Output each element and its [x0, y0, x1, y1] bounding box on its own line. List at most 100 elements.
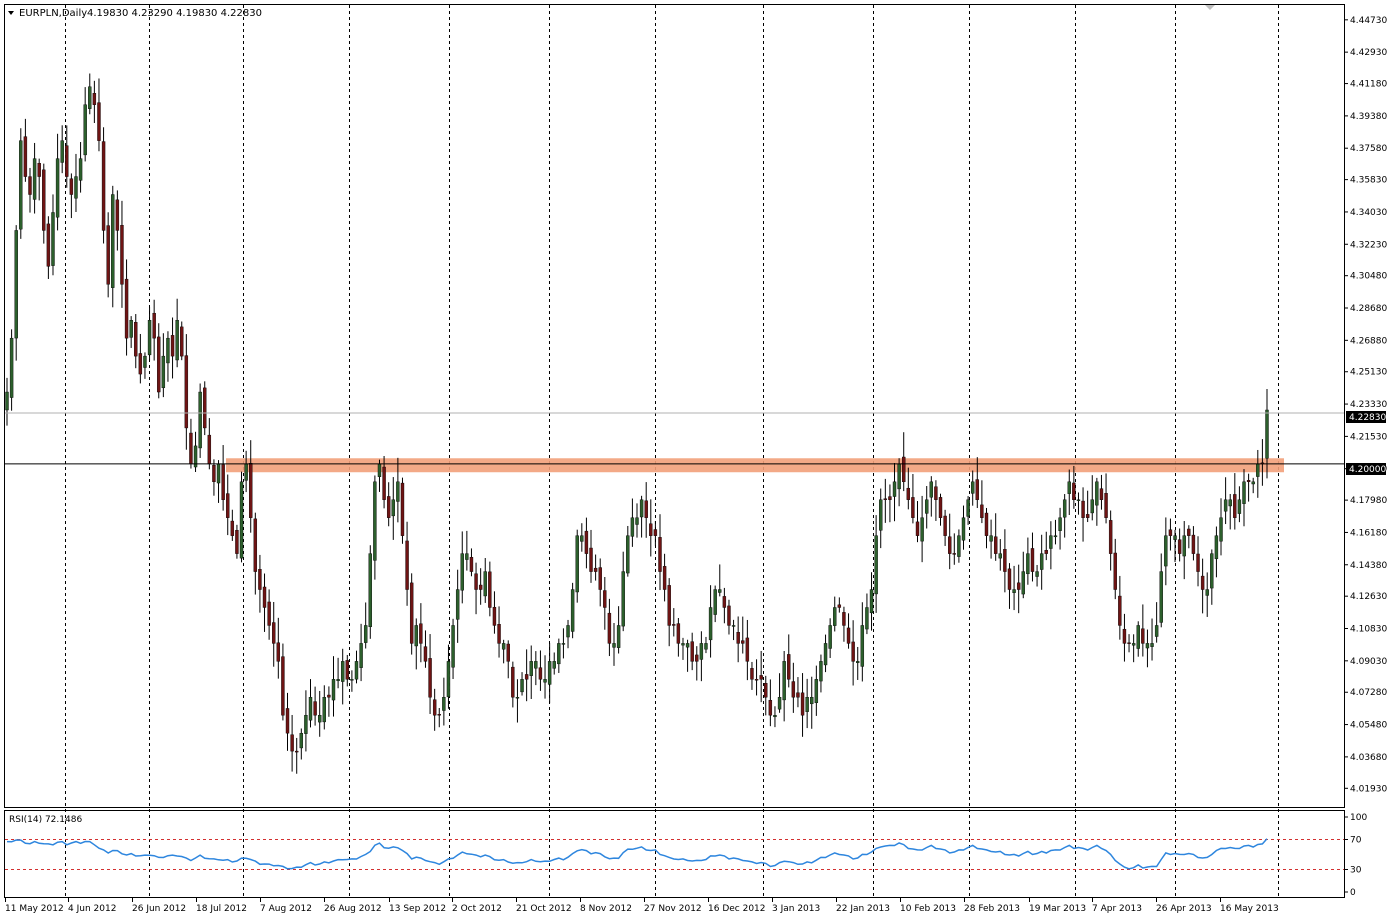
candle-body: [230, 520, 235, 536]
candle-body: [1177, 539, 1182, 554]
candle-body: [846, 627, 851, 644]
candle-body: [630, 517, 635, 537]
candle-body: [88, 86, 92, 109]
candle-body: [1016, 582, 1021, 590]
candle-body: [1223, 499, 1228, 512]
candle-body: [1141, 628, 1145, 644]
candle-body: [603, 590, 607, 608]
candle-body: [1219, 517, 1223, 542]
candle-body: [483, 571, 487, 597]
candle-body: [1159, 571, 1163, 623]
candle-body: [856, 661, 860, 663]
candle-body: [842, 612, 846, 626]
time-tick-label: 2 Oct 2012: [452, 904, 502, 914]
candle-body: [874, 535, 878, 595]
scroll-marker-icon[interactable]: [1205, 5, 1215, 10]
candle-body: [327, 694, 331, 698]
candle-body: [437, 714, 441, 716]
candle-body: [106, 225, 110, 285]
candle-body: [161, 355, 166, 389]
candle-body: [1108, 520, 1113, 554]
candle-body: [557, 643, 561, 665]
candle-body: [584, 530, 589, 554]
resistance-zone-band: [226, 458, 1284, 473]
candle-body: [538, 667, 543, 680]
candle-body: [764, 683, 768, 698]
candle-body: [800, 692, 805, 716]
candle-body: [1104, 493, 1108, 518]
candle-body: [1246, 480, 1251, 483]
time-axis: 11 May 2012 4 Jun 2012 26 Jun 2012 18 Jul 2…: [5, 898, 1279, 914]
candle-body: [363, 625, 368, 643]
candle-body: [943, 515, 947, 536]
candle-body: [948, 536, 952, 554]
candle-body: [308, 697, 313, 721]
candle-body: [1003, 549, 1007, 572]
candle-body: [1168, 529, 1173, 536]
candle-body: [626, 535, 630, 574]
candle-body: [906, 487, 911, 500]
candle-body: [1062, 499, 1067, 518]
price-tick-label: 4.44730: [1350, 16, 1387, 26]
candle-body: [911, 497, 915, 518]
dropdown-triangle-icon[interactable]: [8, 11, 14, 15]
candle-body: [226, 493, 230, 518]
candle-body: [561, 643, 566, 645]
time-tick-label: 8 Nov 2012: [580, 904, 632, 914]
candle-body: [37, 163, 41, 177]
candle-body: [83, 104, 87, 156]
candle-body: [1164, 535, 1168, 567]
candle-body: [1191, 534, 1196, 554]
candle-body: [322, 697, 326, 723]
candle-body: [745, 637, 750, 662]
candle-body: [727, 605, 731, 626]
candle-body: [722, 596, 727, 608]
candle-body: [1090, 499, 1094, 514]
candle-body: [1026, 553, 1030, 575]
price-tick-label: 4.09030: [1350, 657, 1387, 667]
price-tick-label: 4.17980: [1350, 496, 1387, 506]
candle-body: [952, 553, 956, 555]
candle-body: [203, 387, 207, 429]
candle-body: [1145, 643, 1150, 649]
candle-body: [819, 661, 823, 682]
candle-body: [1200, 575, 1205, 590]
candle-body: [51, 212, 55, 266]
candle-body: [1182, 535, 1186, 557]
candle-body: [92, 93, 97, 105]
price-tick-label: 4.23330: [1350, 400, 1387, 410]
candle-body: [377, 463, 382, 477]
candle-body: [589, 547, 593, 572]
candle-body: [331, 679, 336, 701]
candle-body: [175, 320, 179, 361]
candle-body: [373, 481, 377, 561]
rsi-line: [6, 838, 1268, 870]
candle-body: [1049, 535, 1053, 549]
last-price-label: 4.22830: [1349, 413, 1386, 423]
candle-body: [929, 481, 934, 498]
candle-body: [506, 643, 510, 662]
resistance-zone: [226, 458, 1284, 473]
candle-body: [170, 335, 175, 357]
candle-body: [253, 518, 258, 572]
candle-body: [511, 666, 515, 698]
candle-body: [1127, 642, 1131, 644]
candle-body: [9, 337, 14, 398]
candle-body: [649, 523, 653, 536]
candle-body: [69, 178, 74, 195]
candle-body: [681, 643, 685, 646]
candle-body: [1113, 552, 1117, 590]
rsi-tick-label: 0: [1350, 888, 1356, 898]
candle-body: [391, 499, 395, 517]
candle-body: [547, 661, 552, 685]
candle-body: [879, 499, 883, 531]
candle-body: [970, 481, 975, 494]
candle-body: [1007, 568, 1012, 590]
candlesticks: [5, 73, 1269, 774]
candle-body: [989, 535, 993, 542]
symbol-label: EURPLN,Daily: [19, 8, 87, 19]
candle-body: [299, 732, 304, 749]
time-tick-label: 16 May 2013: [1220, 904, 1279, 914]
